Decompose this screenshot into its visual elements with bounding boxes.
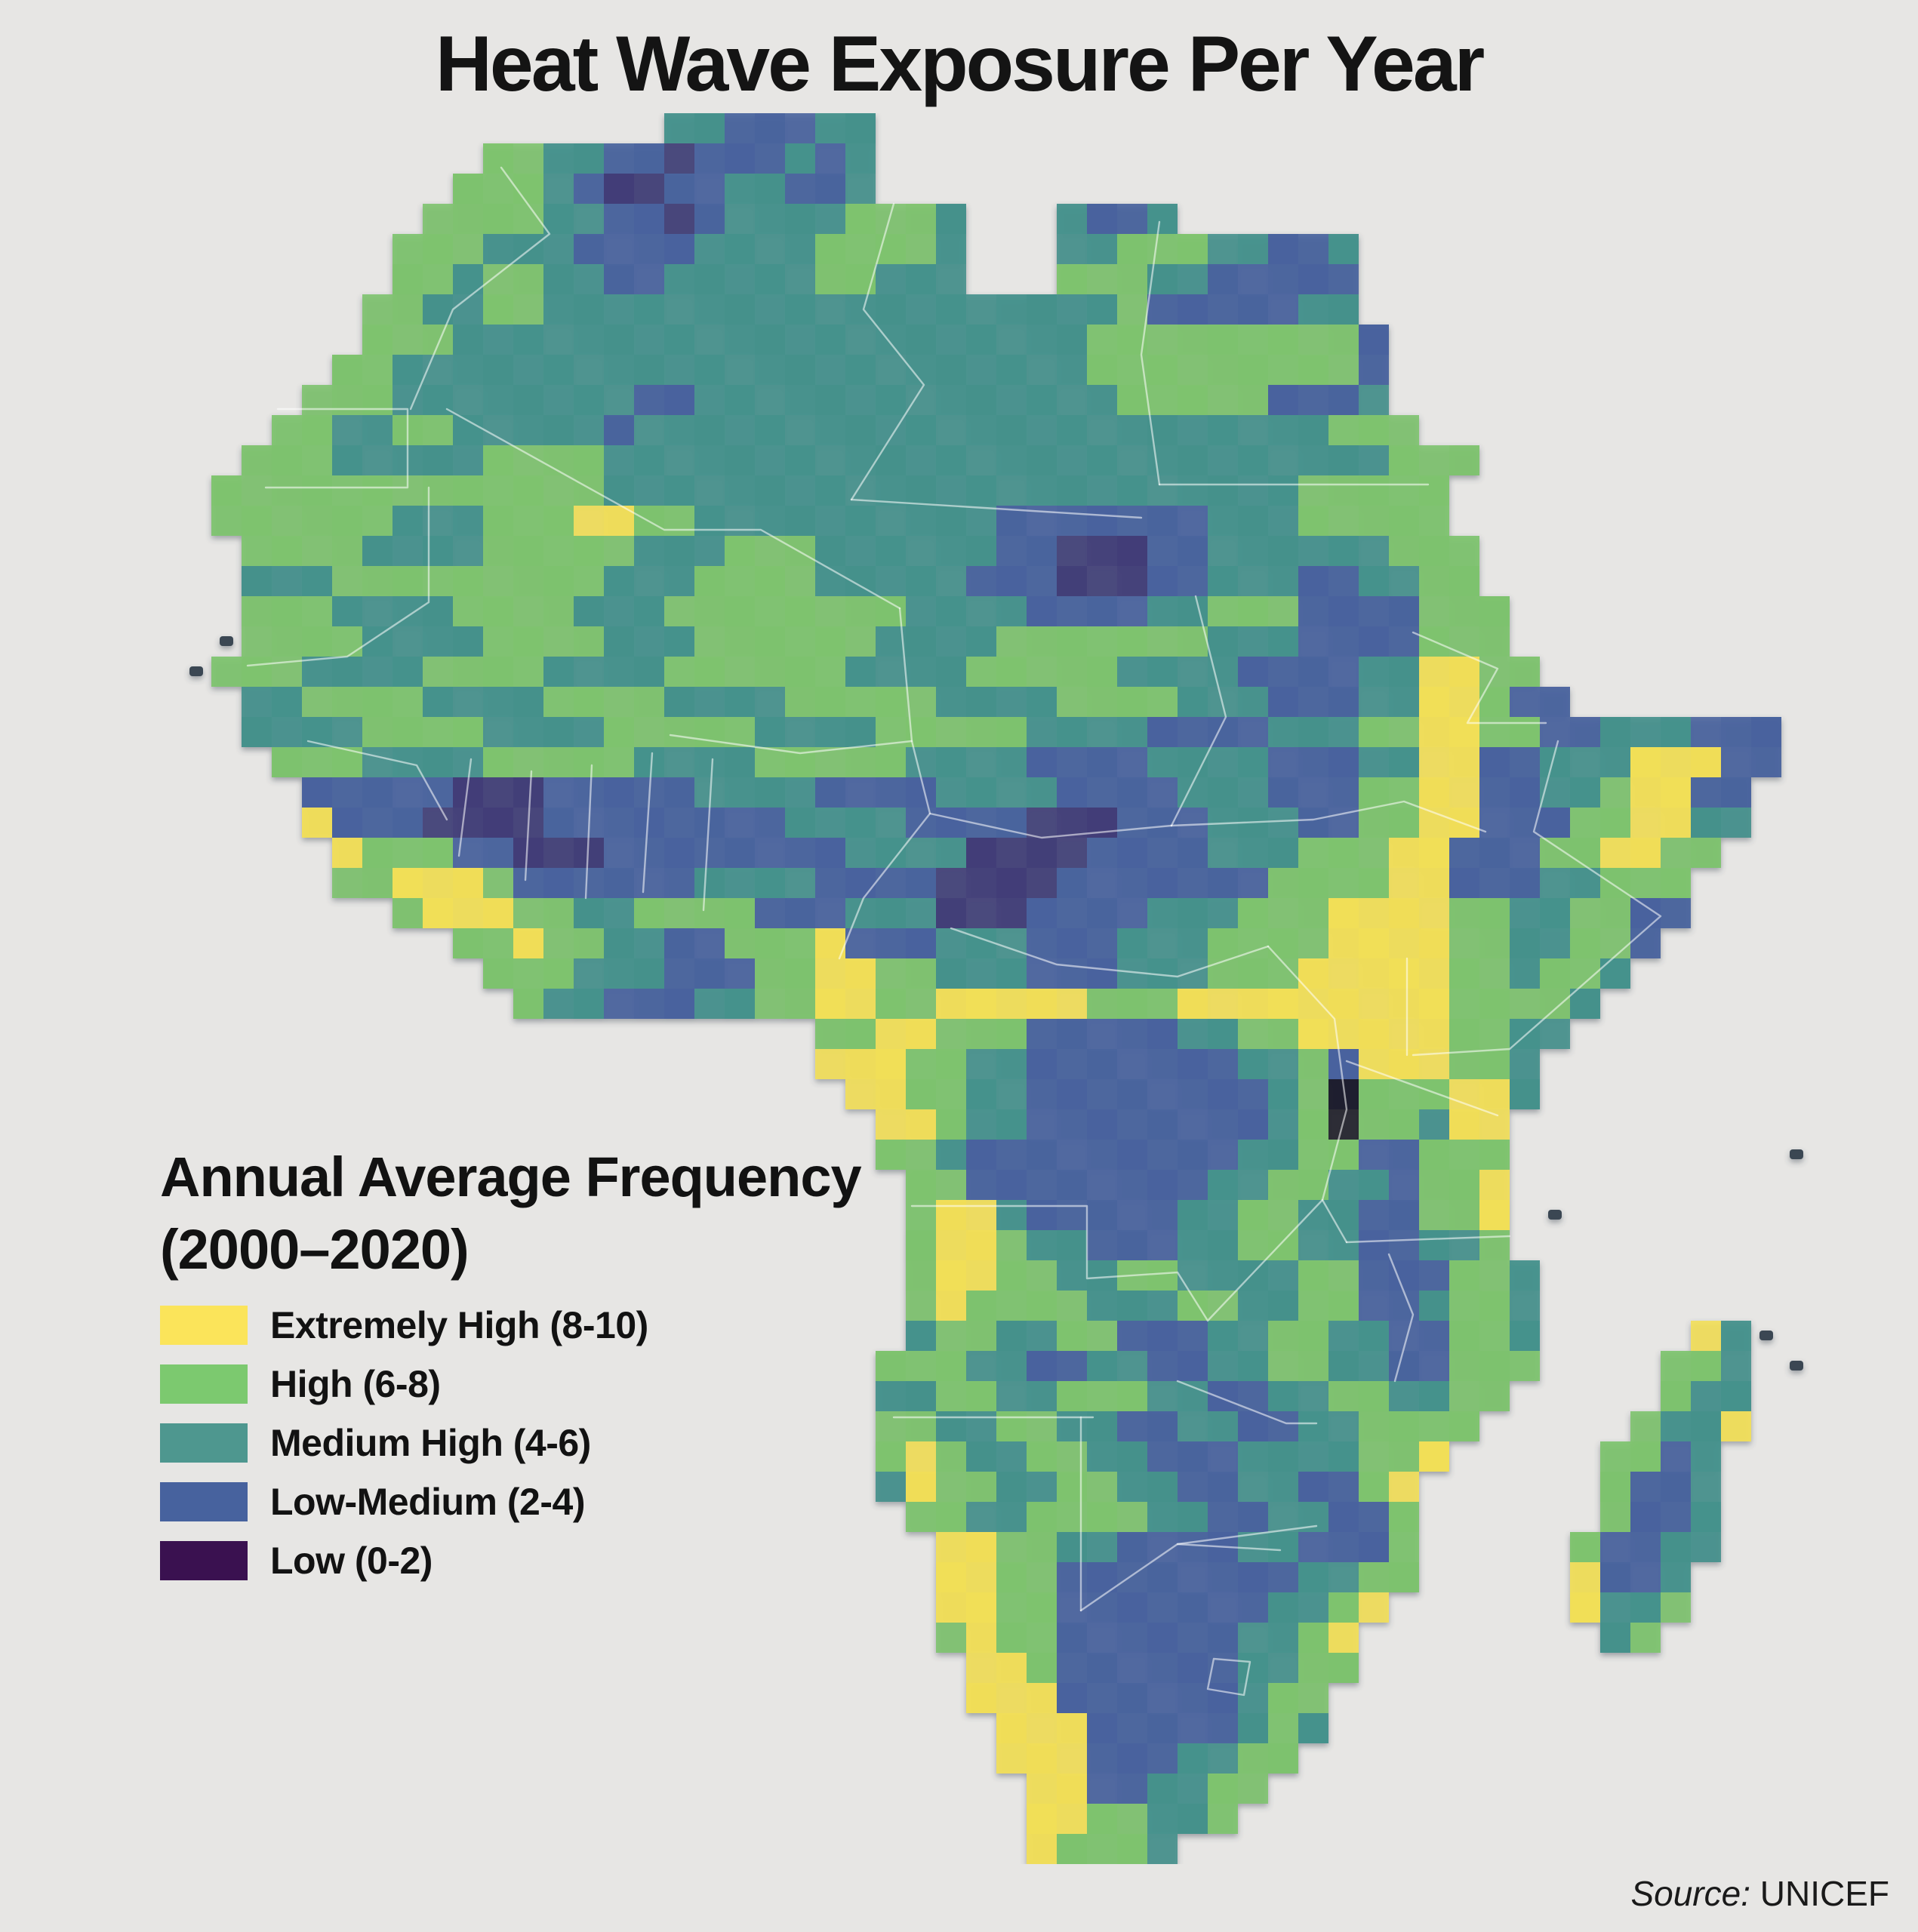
africa-map-svg [189,113,1803,1864]
legend-swatch-low [160,1541,248,1581]
legend-label: Medium High (4-6) [270,1422,591,1465]
source-prefix: Source: [1630,1874,1750,1913]
source-credit: Source: UNICEF [1630,1873,1889,1914]
legend-title: Annual Average Frequency (2000–2020) [160,1141,862,1286]
africa-heatwave-map [181,113,1812,1864]
legend-title-line1: Annual Average Frequency [160,1146,862,1208]
legend-swatch-high [160,1364,248,1404]
country-borders [246,166,1662,1697]
legend-swatch-extremely-high [160,1306,248,1346]
legend-label: Extremely High (8-10) [270,1304,648,1347]
page-title: Heat Wave Exposure Per Year [435,20,1485,108]
legend-swatch-low-medium [160,1482,248,1522]
legend-items: Extremely High (8-10) High (6-8) Medium … [160,1304,861,1583]
map-cells [189,113,1803,1864]
legend-item-high: High (6-8) [160,1363,861,1406]
legend-label: Low (0-2) [270,1540,433,1583]
legend-item-medium-high: Medium High (4-6) [160,1422,861,1465]
legend-item-low: Low (0-2) [160,1540,861,1583]
legend-item-low-medium: Low-Medium (2-4) [160,1481,861,1524]
legend-item-extremely-high: Extremely High (8-10) [160,1304,861,1347]
source-name: UNICEF [1759,1874,1889,1913]
legend-swatch-medium-high [160,1423,248,1463]
legend-title-line2: (2000–2020) [160,1218,469,1281]
legend: Annual Average Frequency (2000–2020) Ext… [160,1141,862,1600]
legend-label: High (6-8) [270,1363,441,1406]
legend-label: Low-Medium (2-4) [270,1481,585,1524]
